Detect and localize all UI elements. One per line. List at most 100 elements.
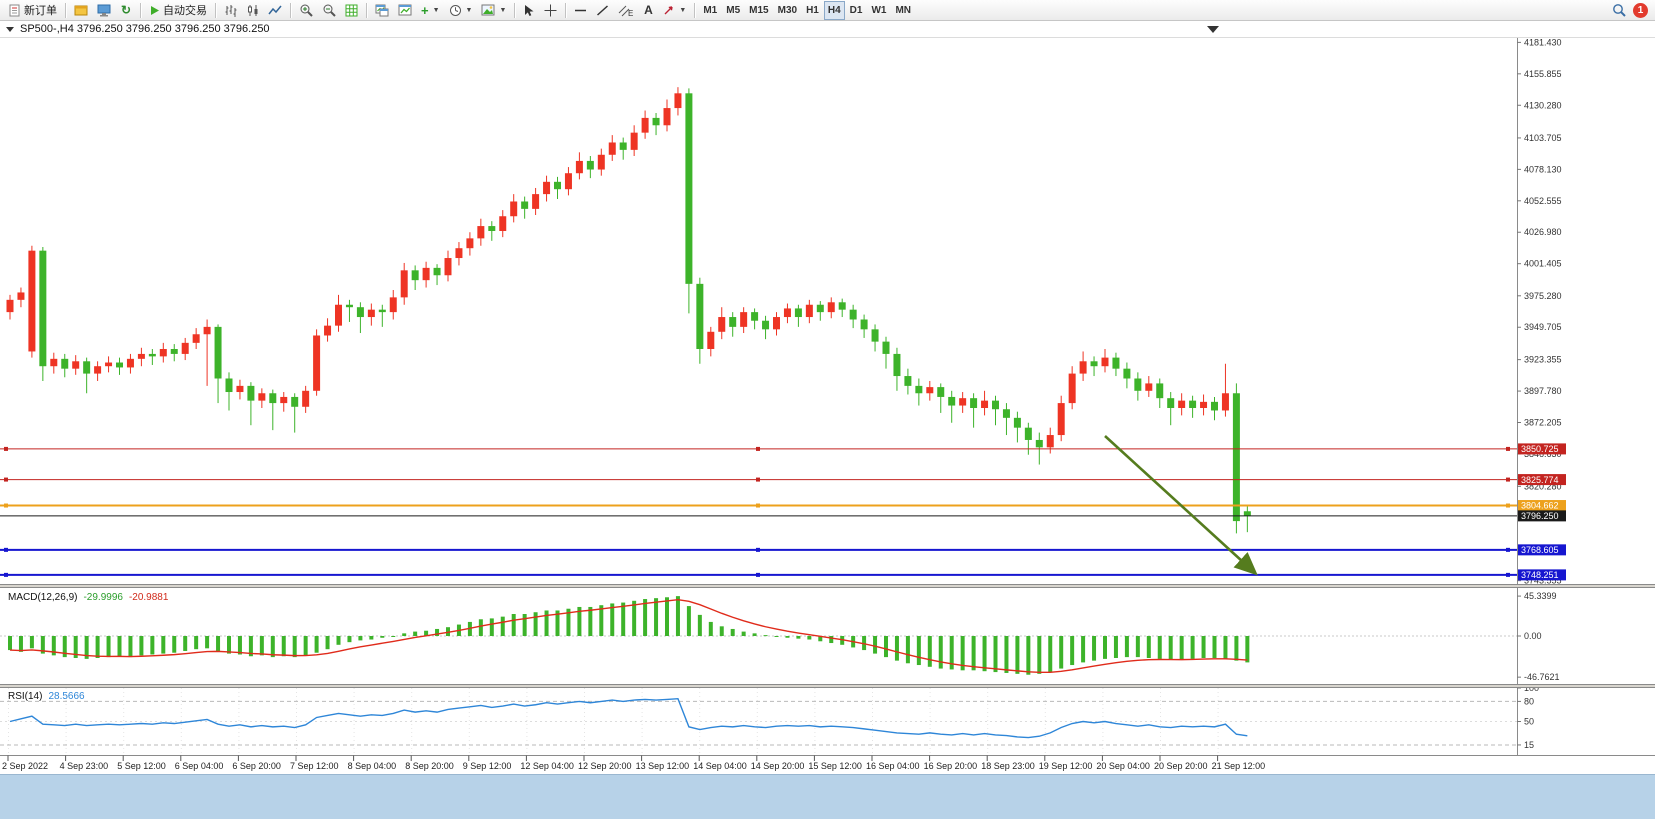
search-icon[interactable] [1612,3,1626,17]
price-axis-label: 3949.705 [1524,322,1562,332]
rsi-value: 28.5666 [48,691,85,702]
panel-splitter[interactable] [0,684,1655,688]
line-handle[interactable] [1506,572,1510,577]
horizontal-line-button[interactable] [570,1,591,20]
chart-profiles-button[interactable] [70,1,92,20]
chart-menu-triangle-icon[interactable] [6,26,14,32]
main-toolbar: 新订单 ↻ 自动交易 [0,0,1655,21]
time-axis-label: 8 Sep 20:00 [405,761,454,771]
crosshair-button[interactable] [540,1,561,20]
timeframe-MN-button[interactable]: MN [895,4,912,16]
line-handle[interactable] [4,503,8,508]
time-axis-label: 8 Sep 04:00 [348,761,397,771]
line-handle[interactable] [4,547,8,552]
price-tag [1518,443,1566,455]
price-axis-label: 4181.430 [1524,38,1562,47]
line-handle[interactable] [756,446,760,451]
market-watch-button[interactable] [93,1,115,20]
price-axis-label: 4078.130 [1524,164,1562,174]
chart-shift-marker-icon[interactable] [1207,26,1219,33]
time-axis-label: 6 Sep 04:00 [175,761,224,771]
macd-axis-label: 0.00 [1524,631,1542,641]
time-axis-label: 20 Sep 20:00 [1154,761,1208,771]
new-order-button[interactable]: 新订单 [4,1,61,20]
trend-arrow-object[interactable] [1104,435,1258,576]
time-axis-label: 2 Sep 2022 [2,761,48,771]
zoom-in-button[interactable] [295,1,317,20]
line-handle[interactable] [1506,477,1510,482]
trendline-button[interactable] [592,1,613,20]
timeframe-H1-button[interactable]: H1 [806,4,819,16]
text-tool-button[interactable]: A [638,1,658,20]
svg-text:E: E [628,9,633,17]
candlestick-icon [248,4,258,16]
bar-chart-type-button[interactable] [220,1,241,20]
line-handle[interactable] [1506,503,1510,508]
new-chart-icon [398,4,412,15]
text-tool-icon: A [644,3,653,17]
notification-badge[interactable]: 1 [1633,2,1648,18]
refresh-icon: ↻ [120,3,132,17]
candlestick-chart-type-button[interactable] [242,1,263,20]
line-handle[interactable] [1506,446,1510,451]
timeframe-M15-button[interactable]: M15 [749,4,769,16]
line-handle[interactable] [756,503,760,508]
line-chart-type-button[interactable] [264,1,286,20]
price-axis-label: 3743.555 [1524,576,1562,586]
line-handle[interactable] [1506,547,1510,552]
chevron-down-icon: ▼ [679,6,687,14]
price-axis-label: 3897.780 [1524,386,1562,396]
autotrading-button[interactable]: 自动交易 [145,1,211,20]
rsi-axis-label: 80 [1524,696,1534,706]
line-handle[interactable] [756,477,760,482]
macd-main-value: -29.9996 [83,592,123,603]
timeframe-M1-button[interactable]: M1 [703,4,718,16]
periods-button[interactable]: ▼ [445,1,477,20]
line-handle[interactable] [4,477,8,482]
toolbar-separator [565,2,567,18]
price-axis-label: 3872.205 [1524,418,1562,428]
indicators-button[interactable]: + ▼ [417,1,444,20]
timeframe-M30-button[interactable]: M30 [777,4,798,16]
timeframe-D1-button[interactable]: D1 [849,4,863,16]
refresh-button[interactable]: ↻ [116,1,136,20]
time-axis-label: 5 Sep 12:00 [117,761,166,771]
line-chart-icon [268,5,282,14]
timeframe-H4-button[interactable]: H4 [823,0,845,20]
zoom-out-button[interactable] [318,1,340,20]
equidistant-channel-button[interactable]: E [614,1,637,20]
macd-name: MACD(12,26,9) [8,592,78,603]
candlestick-series[interactable] [6,87,1251,534]
price-axis-label: 3975.280 [1524,291,1562,301]
tile-windows-button[interactable] [371,1,393,20]
play-icon [151,5,159,15]
grid-icon [345,4,358,16]
time-axis-label: 15 Sep 12:00 [808,761,862,771]
time-axis-label: 21 Sep 12:00 [1212,761,1266,771]
price-axis-label: 4001.405 [1524,259,1562,269]
panel-splitter[interactable] [0,584,1655,588]
line-handle[interactable] [4,572,8,577]
templates-button[interactable]: ▼ [477,1,510,20]
price-tag [1518,510,1566,522]
time-axis-label: 20 Sep 04:00 [1096,761,1150,771]
price-tag-label: 3825.774 [1521,475,1559,485]
chart-canvas[interactable]: 4181.430 4155.855 4130.280 4103.705 4078.130… [0,37,1655,774]
line-handle[interactable] [756,547,760,552]
timeframe-M5-button[interactable]: M5 [726,4,741,16]
price-axis-label: 4103.705 [1524,133,1562,143]
timeframe-W1-button[interactable]: W1 [871,4,887,16]
chart-area[interactable]: 4181.430 4155.855 4130.280 4103.705 4078.130… [0,37,1655,774]
price-tag-label: 3768.605 [1521,545,1559,555]
toolbar-right-group: 1 [1612,2,1651,18]
cursor-button[interactable] [519,1,539,20]
line-handle[interactable] [756,572,760,577]
arrows-tool-button[interactable]: ▼ [659,1,690,20]
line-handle[interactable] [4,446,8,451]
equidistant-channel-icon: E [619,5,633,17]
new-chart-button[interactable] [394,1,416,20]
macd-histogram [8,596,1250,675]
time-axis-label: 18 Sep 23:00 [981,761,1035,771]
price-tag-label: 3796.250 [1521,511,1559,521]
grid-button[interactable] [341,1,362,20]
